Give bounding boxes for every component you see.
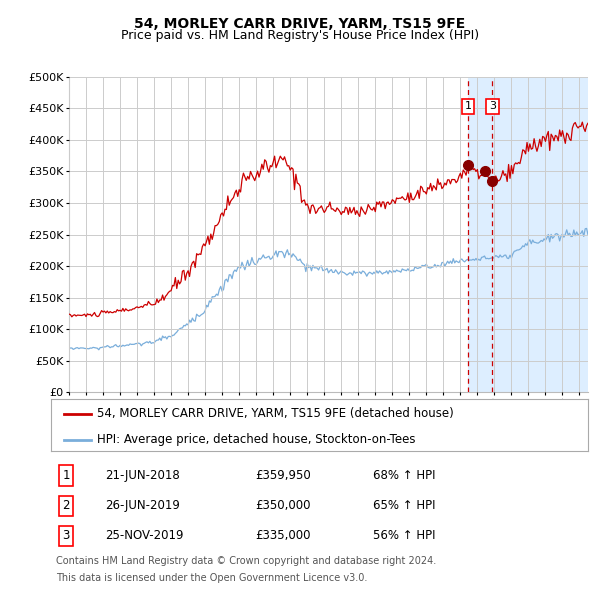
Text: Price paid vs. HM Land Registry's House Price Index (HPI): Price paid vs. HM Land Registry's House … [121, 29, 479, 42]
Text: 54, MORLEY CARR DRIVE, YARM, TS15 9FE (detached house): 54, MORLEY CARR DRIVE, YARM, TS15 9FE (d… [97, 408, 454, 421]
Bar [468, 77, 588, 392]
Text: 26-JUN-2019: 26-JUN-2019 [105, 499, 179, 512]
Text: £350,000: £350,000 [255, 499, 311, 512]
Text: 54, MORLEY CARR DRIVE, YARM, TS15 9FE: 54, MORLEY CARR DRIVE, YARM, TS15 9FE [134, 17, 466, 31]
Text: 21-JUN-2018: 21-JUN-2018 [105, 469, 179, 482]
Text: £359,950: £359,950 [255, 469, 311, 482]
Text: This data is licensed under the Open Government Licence v3.0.: This data is licensed under the Open Gov… [56, 573, 368, 584]
Text: 2: 2 [62, 499, 70, 512]
Text: 68% ↑ HPI: 68% ↑ HPI [373, 469, 436, 482]
Text: 65% ↑ HPI: 65% ↑ HPI [373, 499, 436, 512]
Text: Contains HM Land Registry data © Crown copyright and database right 2024.: Contains HM Land Registry data © Crown c… [56, 556, 437, 566]
Text: 3: 3 [489, 101, 496, 112]
Text: 56% ↑ HPI: 56% ↑ HPI [373, 529, 436, 542]
Text: 1: 1 [62, 469, 70, 482]
Text: £335,000: £335,000 [255, 529, 311, 542]
Text: 3: 3 [62, 529, 70, 542]
Text: 25-NOV-2019: 25-NOV-2019 [105, 529, 183, 542]
Text: 1: 1 [464, 101, 472, 112]
Text: HPI: Average price, detached house, Stockton-on-Tees: HPI: Average price, detached house, Stoc… [97, 434, 415, 447]
